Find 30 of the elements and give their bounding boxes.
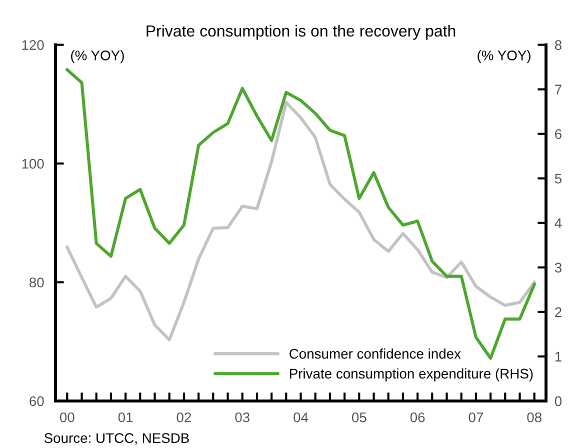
x-tick-label: 03 bbox=[235, 412, 250, 422]
source-note: Source: UTCC, NESDB bbox=[44, 433, 189, 445]
x-tick-label: 05 bbox=[352, 412, 366, 422]
chart-title: Private consumption is on the recovery path bbox=[146, 24, 456, 40]
y2-tick-label: 1 bbox=[555, 352, 562, 362]
x-tick-label: 07 bbox=[468, 412, 483, 422]
y2-tick-label: 3 bbox=[554, 262, 562, 273]
line-series bbox=[66, 68, 536, 360]
y-tick-label: 120 bbox=[22, 40, 44, 50]
x-tick-label: 00 bbox=[60, 412, 74, 422]
line-series bbox=[66, 100, 536, 342]
y2-tick-label: 4 bbox=[554, 218, 562, 228]
x-tick-label: 01 bbox=[118, 412, 133, 422]
y2-tick-label: 0 bbox=[554, 396, 562, 406]
y-tick-label: 60 bbox=[30, 396, 44, 406]
x-tick-label: 08 bbox=[527, 412, 542, 422]
x-tick-label: 04 bbox=[294, 412, 308, 422]
y2-tick-label: 5 bbox=[554, 174, 562, 184]
y-tick-label: 80 bbox=[30, 278, 44, 288]
y-tick-label: 100 bbox=[22, 158, 44, 169]
y2-axis-title: (% YOY) bbox=[478, 50, 530, 64]
x-tick-label: 06 bbox=[410, 412, 425, 422]
y2-tick-label: 2 bbox=[555, 307, 562, 317]
y2-tick-label: 8 bbox=[554, 40, 562, 50]
x-tick-label: 02 bbox=[176, 412, 191, 422]
y-axis-title: (% YOY) bbox=[71, 50, 124, 64]
y2-tick-label: 6 bbox=[555, 129, 562, 140]
legend-label: Private consumption expenditure (RHS) bbox=[290, 368, 533, 382]
y2-tick-label: 7 bbox=[555, 84, 562, 94]
legend-label: Consumer confidence index bbox=[290, 348, 461, 359]
